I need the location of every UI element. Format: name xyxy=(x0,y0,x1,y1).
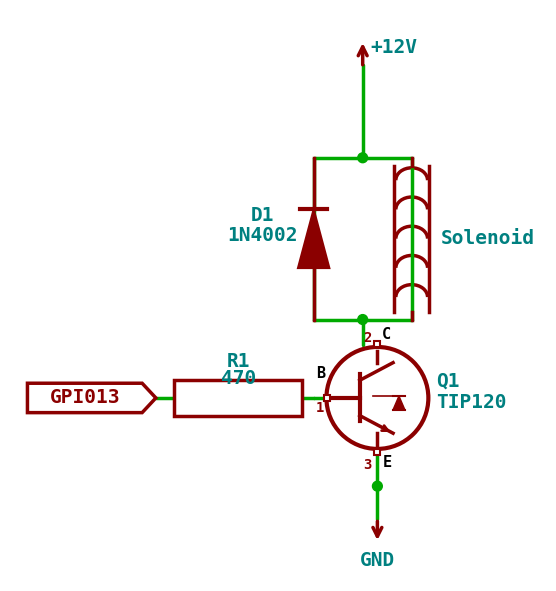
Text: R1: R1 xyxy=(226,352,250,371)
Polygon shape xyxy=(27,383,156,413)
Circle shape xyxy=(358,153,368,163)
Polygon shape xyxy=(298,209,329,268)
Text: TIP120: TIP120 xyxy=(436,393,507,412)
Bar xyxy=(325,395,330,401)
Text: 470: 470 xyxy=(221,369,256,388)
Text: GND: GND xyxy=(360,551,395,570)
Bar xyxy=(374,341,380,347)
Text: B: B xyxy=(316,366,325,381)
Circle shape xyxy=(326,347,428,449)
Text: 1: 1 xyxy=(316,401,324,415)
Text: GPI013: GPI013 xyxy=(49,388,120,407)
Text: 3: 3 xyxy=(364,457,372,472)
Bar xyxy=(175,380,302,415)
Text: 2: 2 xyxy=(364,331,372,345)
Text: D1: D1 xyxy=(251,206,275,225)
Circle shape xyxy=(358,314,368,324)
Text: Q1: Q1 xyxy=(436,371,460,390)
Text: Solenoid: Solenoid xyxy=(441,229,535,248)
Bar xyxy=(374,449,380,455)
Text: 1N4002: 1N4002 xyxy=(227,226,298,245)
Text: +12V: +12V xyxy=(370,38,418,57)
Circle shape xyxy=(373,481,383,491)
Text: E: E xyxy=(383,454,391,470)
Polygon shape xyxy=(393,396,405,410)
Text: C: C xyxy=(383,327,391,342)
